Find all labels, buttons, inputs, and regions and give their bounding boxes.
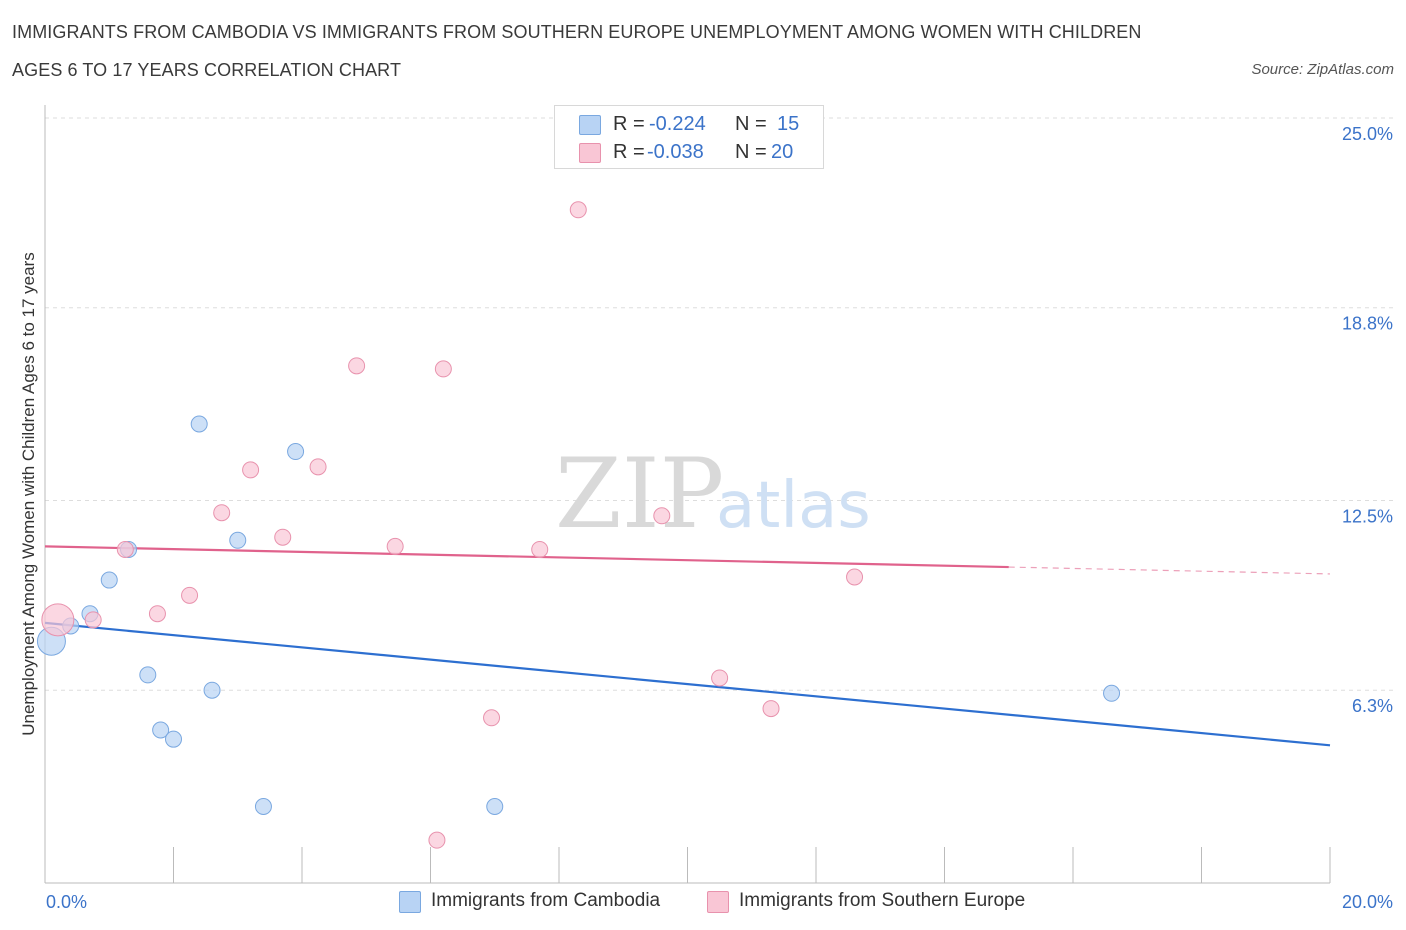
data-point-pink	[213, 504, 231, 522]
axes	[44, 105, 1331, 884]
legend-n-label: N =	[735, 113, 767, 135]
series-swatch-europe	[707, 891, 729, 913]
data-point-blue	[203, 681, 221, 699]
data-point-pink	[428, 831, 446, 849]
data-point-pink	[348, 357, 366, 375]
data-point-pink	[762, 700, 780, 718]
y-tick-label: 18.8%	[1342, 314, 1393, 334]
tick-labels: 6.3% 12.5% 18.8% 25.0% 0.0% 20.0%	[46, 124, 1393, 912]
trend-line-blue	[44, 621, 1331, 747]
data-point-pink	[386, 537, 404, 555]
y-tick-label: 25.0%	[1342, 124, 1393, 144]
data-point-blue	[165, 730, 182, 748]
x-tick-label: 0.0%	[46, 892, 87, 912]
data-point-pink	[309, 458, 327, 476]
legend-r-label: R =	[613, 141, 645, 163]
source-label: Source: ZipAtlas.com	[1251, 61, 1394, 78]
data-point-blue	[1103, 684, 1121, 702]
data-point-blue	[100, 571, 118, 589]
data-point-blue	[254, 798, 272, 815]
data-point-pink	[181, 586, 199, 604]
data-point-blue	[486, 798, 504, 815]
legend-cambodia-n: 15	[777, 113, 800, 135]
data-point-pink	[531, 540, 549, 558]
y-tick-label: 12.5%	[1342, 507, 1393, 527]
data-point-pink	[148, 605, 166, 623]
data-point-blue	[229, 531, 247, 549]
watermark: ZIP atlas	[555, 438, 871, 550]
data-point-pink	[116, 540, 134, 558]
correlation-legend: R = -0.224 N = 15 R = -0.038 N = 20	[554, 105, 824, 169]
trend-line-pink	[44, 545, 1009, 569]
legend-r-label: R =	[613, 113, 645, 135]
data-point-pink	[483, 709, 501, 727]
legend-cambodia-r: -0.224	[649, 113, 706, 135]
data-point-pink	[569, 201, 587, 219]
legend-swatch-europe	[579, 143, 601, 163]
watermark-atlas: atlas	[716, 469, 871, 543]
data-point-pink	[846, 568, 864, 586]
data-point-pink	[242, 461, 260, 479]
data-point-blue	[287, 443, 305, 461]
chart-title-line-1: IMMIGRANTS FROM CAMBODIA VS IMMIGRANTS F…	[12, 22, 1142, 42]
data-point-pink	[274, 528, 292, 546]
data-point-pink	[711, 669, 729, 687]
chart-title-line-2: AGES 6 TO 17 YEARS CORRELATION CHART	[12, 60, 402, 80]
series-label-cambodia: Immigrants from Cambodia	[431, 890, 661, 911]
data-point-pink	[84, 611, 102, 629]
data-point-pink	[41, 603, 75, 637]
legend-europe-r: -0.038	[647, 141, 704, 163]
trend-line-extension-pink	[1008, 566, 1331, 575]
data-point-blue	[139, 666, 157, 684]
grid-lines	[45, 117, 1395, 691]
data-point-pink	[434, 360, 452, 378]
y-tick-label: 6.3%	[1352, 696, 1393, 716]
legend-europe-n: 20	[771, 141, 794, 163]
series-swatch-cambodia	[399, 891, 421, 913]
series-label-europe: Immigrants from Southern Europe	[739, 890, 1026, 911]
x-tick-label: 20.0%	[1342, 892, 1393, 912]
data-point-pink	[653, 507, 671, 525]
y-axis-label: Unemployment Among Women with Children A…	[19, 252, 38, 736]
legend-swatch-cambodia	[579, 115, 601, 135]
trend-lines	[44, 545, 1331, 747]
data-points	[36, 201, 1121, 849]
data-point-blue	[190, 415, 208, 433]
data-point-blue	[152, 721, 170, 739]
legend-n-label: N =	[735, 141, 767, 163]
watermark-zip: ZIP	[555, 438, 724, 550]
